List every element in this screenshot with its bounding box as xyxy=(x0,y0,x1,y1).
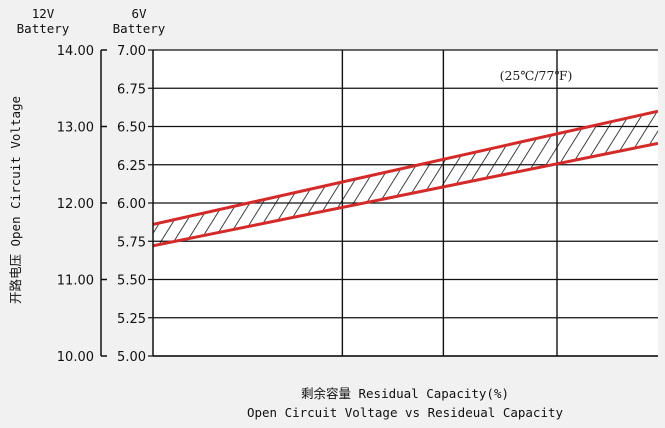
voltage-band xyxy=(153,109,658,248)
header-6v-line2: Battery xyxy=(113,21,166,36)
axis-12v: 14.00 13.00 12.00 11.00 10.00 xyxy=(57,44,107,365)
axis-6v-tick-label: 7.00 xyxy=(117,44,146,59)
temperature-annotation: (25℃/77℉) xyxy=(500,68,573,83)
header-6v-line1: 6V xyxy=(131,6,147,21)
y-axis-label: 开路电压 Open Circuit Voltage xyxy=(8,96,23,304)
hatch-fill xyxy=(153,111,658,246)
axis-6v: 7.00 6.75 6.50 6.25 6.00 5.75 5.50 5.25 5.00 xyxy=(117,44,153,365)
axis-6v-tick-label: 6.25 xyxy=(117,159,146,174)
axis-12v-tick-label: 14.00 xyxy=(57,44,94,59)
axis-6v-tick-label: 6.50 xyxy=(117,121,146,136)
axis-6v-tick-label: 5.25 xyxy=(117,312,146,327)
lower-voltage-line xyxy=(153,141,658,248)
axis-12v-tick-label: 11.00 xyxy=(57,274,94,289)
axis-12v-tick-label: 12.00 xyxy=(57,197,94,212)
header-12v-line1: 12V xyxy=(32,6,55,21)
chart-title: Open Circuit Voltage vs Resideual Capaci… xyxy=(247,405,564,420)
x-axis-label: 剩余容量 Residual Capacity(%) xyxy=(301,386,509,401)
axis-6v-tick-label: 6.00 xyxy=(117,197,146,212)
upper-voltage-line xyxy=(153,109,658,226)
axis-12v-tick-label: 10.00 xyxy=(57,350,94,365)
axis-6v-tick-label: 5.00 xyxy=(117,350,146,365)
axis-12v-tick-label: 13.00 xyxy=(57,121,94,136)
header-12v-line2: Battery xyxy=(17,21,70,36)
axis-6v-tick-label: 6.75 xyxy=(117,82,146,97)
axis-6v-tick-label: 5.50 xyxy=(117,274,146,289)
axis-6v-tick-label: 5.75 xyxy=(117,235,146,250)
